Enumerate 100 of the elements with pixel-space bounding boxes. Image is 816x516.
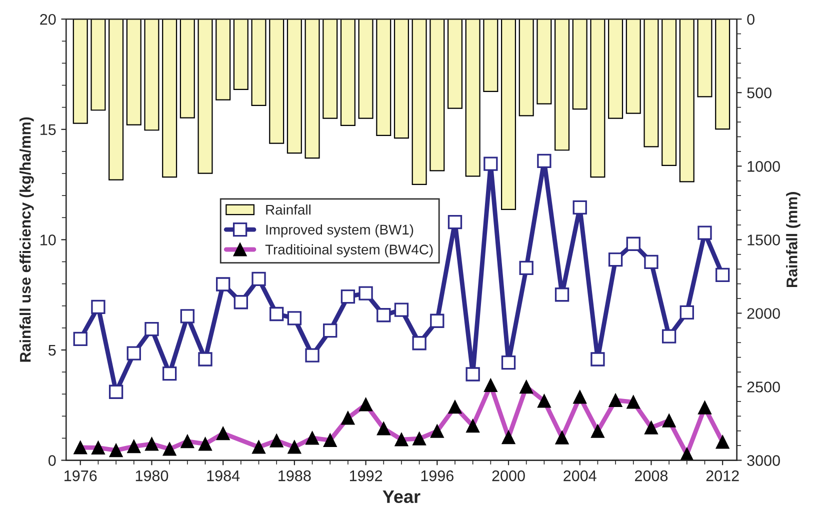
bar (715, 19, 730, 130)
y2-axis-title: Rainfall (mm) (786, 192, 800, 288)
point (126, 346, 141, 360)
point (73, 332, 88, 346)
point (144, 322, 159, 336)
point (644, 254, 658, 270)
bar (251, 19, 266, 106)
point (252, 272, 266, 286)
point (680, 305, 694, 320)
point (698, 226, 712, 240)
x-tick-label: 1988 (278, 470, 311, 482)
point (626, 236, 640, 251)
bar (590, 19, 606, 178)
bar (483, 19, 498, 92)
point (484, 156, 498, 171)
bar (126, 19, 142, 126)
x-tick-label: 1996 (421, 470, 454, 482)
bar (90, 19, 106, 111)
bar (536, 19, 552, 104)
y2-tick-label: 3000 (747, 455, 780, 466)
y2-tick-label: 2000 (747, 308, 780, 319)
point (305, 348, 320, 362)
point (466, 367, 480, 382)
point (376, 308, 391, 322)
point (412, 336, 426, 350)
bar (304, 19, 320, 159)
bar (500, 19, 516, 210)
point (430, 314, 444, 328)
bar (697, 19, 712, 98)
legend-label: Improved system (BW1) (266, 224, 414, 238)
point (358, 286, 373, 300)
bar (518, 19, 534, 116)
point (501, 355, 516, 370)
point (340, 290, 356, 304)
bar (269, 19, 284, 144)
y-tick-label: 20 (40, 14, 56, 25)
y2-tick-label: 500 (747, 87, 772, 98)
bar (572, 19, 588, 110)
y-tick-label: 10 (40, 234, 56, 246)
point (216, 277, 230, 292)
y-axis-title: Rainfall use efficiency (kg/ha/mm) (20, 117, 34, 362)
bar (412, 19, 427, 185)
bar (233, 19, 248, 90)
bar (216, 19, 231, 100)
bar (286, 19, 302, 154)
bar (608, 19, 624, 119)
bar (394, 19, 409, 139)
point (448, 214, 462, 230)
bar (358, 19, 374, 119)
bar (626, 19, 641, 114)
bar (162, 19, 178, 178)
bar (447, 19, 462, 109)
y2-tick-label: 1000 (748, 161, 780, 172)
y2-tick-label: 0 (747, 14, 754, 25)
x-tick-label: 2012 (706, 470, 739, 482)
point (162, 366, 177, 381)
bar (198, 19, 213, 174)
x-tick-label: 1984 (207, 470, 240, 482)
y2-tick-label: 1500 (748, 234, 780, 246)
point (323, 323, 338, 338)
point (715, 268, 730, 282)
y-tick-label: 0 (48, 455, 56, 466)
point (572, 200, 587, 215)
legend-label: Rainfall (266, 204, 310, 215)
x-axis-title: Year (382, 490, 420, 504)
point (180, 309, 194, 324)
bar (644, 19, 659, 148)
x-tick-label: 1980 (136, 470, 168, 482)
y-tick-label: 15 (40, 124, 56, 136)
bar (180, 19, 195, 118)
bar (662, 19, 677, 166)
bar (430, 19, 445, 172)
x-tick-label: 2000 (492, 470, 525, 482)
bar (322, 19, 338, 119)
point (608, 252, 623, 267)
point (287, 311, 302, 326)
point (519, 260, 534, 276)
bar (679, 19, 694, 182)
x-tick-label: 2004 (564, 470, 596, 482)
bar (376, 19, 392, 136)
bar (465, 19, 480, 177)
point (554, 288, 570, 302)
point (108, 384, 124, 399)
point (270, 306, 284, 322)
point (91, 300, 106, 314)
y-tick-label: 5 (48, 345, 56, 356)
y2-tick-label: 2500 (747, 382, 780, 392)
point (662, 329, 676, 344)
point (234, 295, 248, 310)
legend-label: Traditioinal system (BW4C) (265, 244, 433, 258)
x-tick-label: 1976 (64, 470, 97, 482)
bar (72, 19, 88, 124)
point (590, 352, 605, 366)
point (537, 154, 552, 168)
bar (554, 19, 570, 151)
point (394, 302, 409, 317)
bar (340, 19, 356, 126)
bar (108, 19, 124, 180)
x-tick-label: 2008 (634, 470, 668, 482)
bar (144, 19, 160, 131)
